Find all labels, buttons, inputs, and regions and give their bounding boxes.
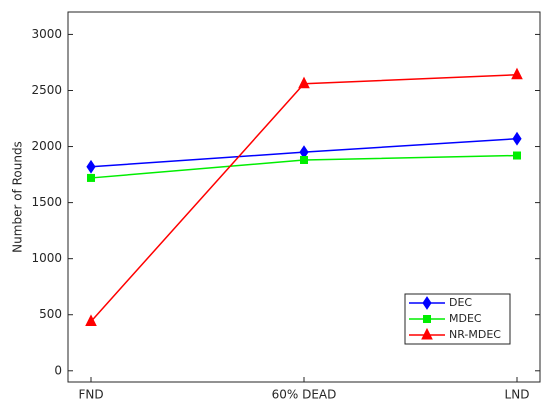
y-tick-label: 0 bbox=[54, 363, 62, 377]
legend-marker bbox=[421, 327, 433, 340]
data-point bbox=[512, 131, 522, 146]
legend-marker bbox=[422, 296, 432, 310]
y-tick-label: 1000 bbox=[31, 251, 62, 265]
data-point bbox=[298, 76, 310, 89]
data-point bbox=[513, 151, 521, 160]
data-point bbox=[87, 173, 95, 182]
x-tick-label: LND bbox=[505, 388, 530, 402]
y-axis-label: Number of Rounds bbox=[11, 141, 25, 253]
data-point bbox=[86, 159, 96, 174]
x-tick-label: FND bbox=[78, 388, 103, 402]
x-tick-label: 60% DEAD bbox=[272, 388, 337, 402]
legend-label: MDEC bbox=[449, 312, 482, 325]
legend-label: NR-MDEC bbox=[449, 328, 501, 341]
y-tick-label: 2500 bbox=[31, 83, 62, 97]
y-tick-label: 1500 bbox=[31, 195, 62, 209]
y-tick-label: 500 bbox=[39, 307, 62, 321]
data-point bbox=[511, 67, 523, 80]
data-point bbox=[85, 314, 97, 326]
legend-label: DEC bbox=[449, 296, 472, 309]
y-tick-label: 2000 bbox=[31, 139, 62, 153]
legend-marker bbox=[423, 315, 431, 323]
y-tick-label: 3000 bbox=[31, 27, 62, 41]
data-point bbox=[300, 156, 308, 164]
